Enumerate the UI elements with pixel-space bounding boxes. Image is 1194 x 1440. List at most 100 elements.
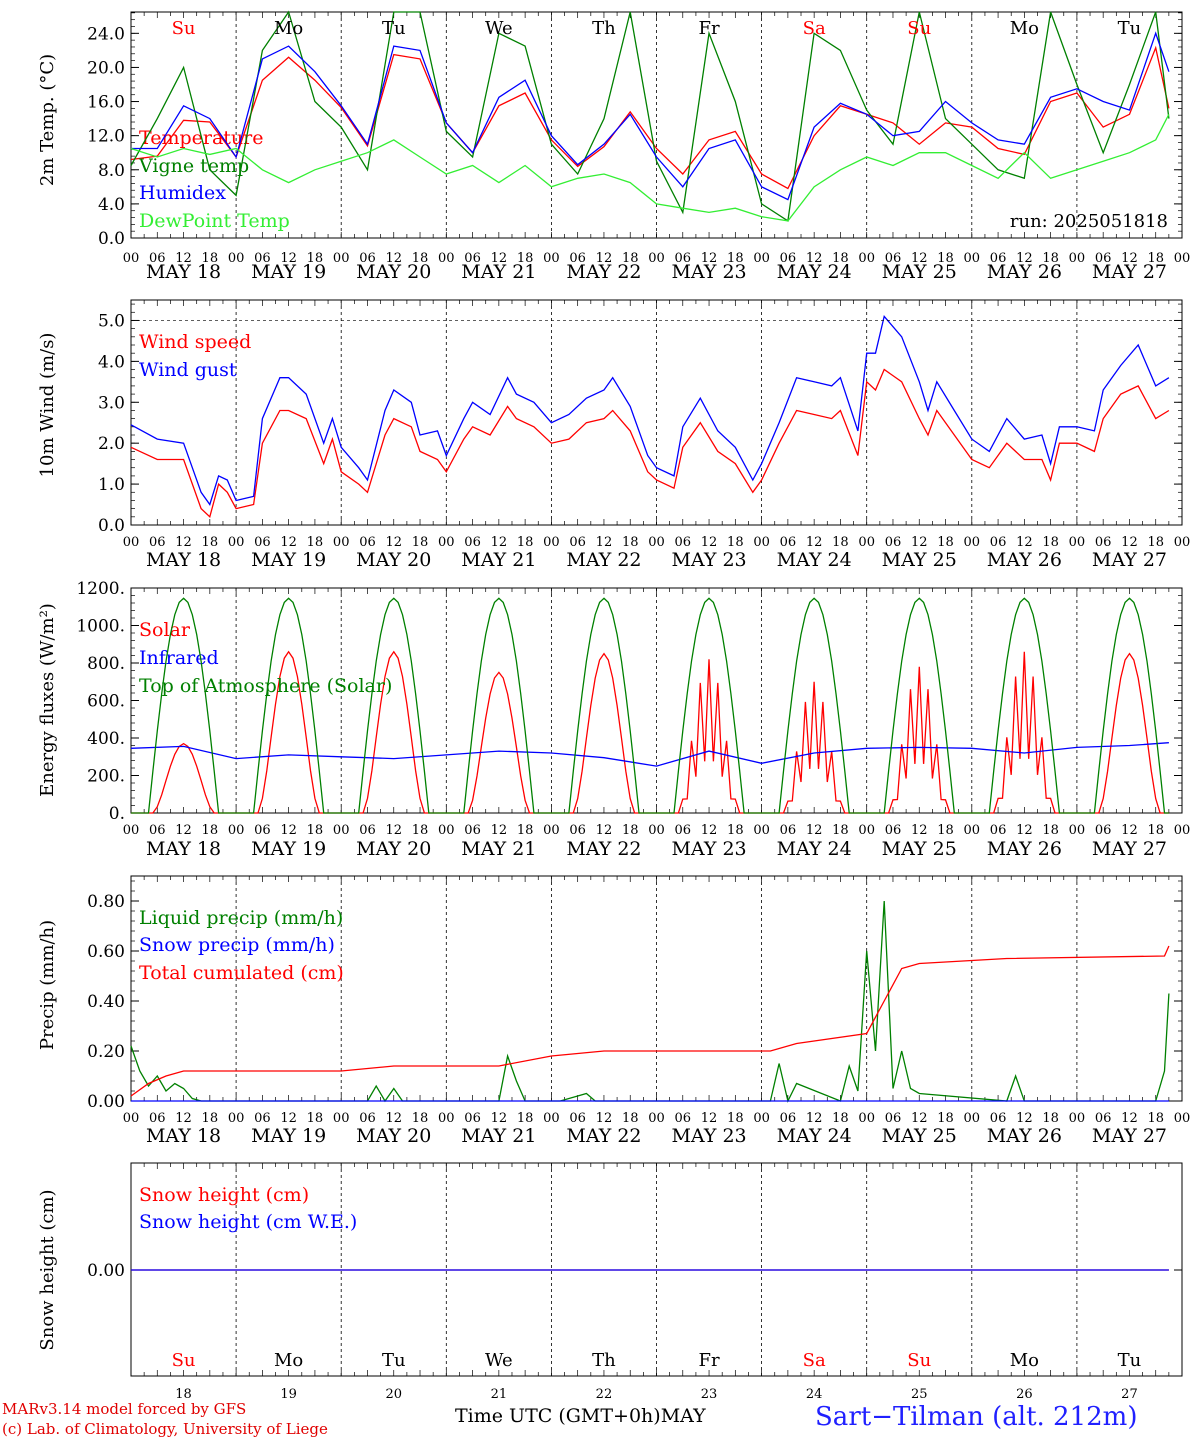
hour-tick-label: 06 <box>464 1111 481 1126</box>
x-axis-title-text: Time UTC (GMT+0h) <box>455 1405 661 1427</box>
hour-tick-label: 06 <box>990 251 1007 266</box>
hour-tick-label: 06 <box>885 251 902 266</box>
series-line-wind-speed <box>130 368 1170 519</box>
hour-tick-label: 00 <box>753 251 770 266</box>
date-label: MAY 25 <box>882 1125 957 1147</box>
date-label: MAY 20 <box>356 1125 431 1147</box>
date-label: MAY 21 <box>461 261 536 283</box>
hour-tick-label: 12 <box>491 251 508 266</box>
hour-tick-label: 06 <box>254 823 271 838</box>
y-tick-label: 0.60 <box>87 942 125 962</box>
legend-entry: Wind gust <box>139 359 237 381</box>
hour-tick-label: 06 <box>780 535 797 550</box>
date-label: MAY 25 <box>882 838 957 860</box>
panel-frame <box>130 299 1183 526</box>
legend-entry: Liquid precip (mm/h) <box>139 907 343 929</box>
hour-tick-label: 00 <box>648 251 665 266</box>
date-label: MAY 22 <box>566 1125 641 1147</box>
y-tick-label: 0.0 <box>98 229 125 249</box>
date-label: MAY 26 <box>987 261 1062 283</box>
hour-tick-label: 00 <box>543 535 560 550</box>
series-line-humidex <box>131 31 1170 201</box>
hour-tick-label: 18 <box>622 823 639 838</box>
hour-tick-label: 00 <box>648 1111 665 1126</box>
y-axis-label: Energy fluxes (W/m²) <box>37 603 58 797</box>
hour-tick-label: 18 <box>517 251 534 266</box>
weekday-label: Fr <box>699 1350 720 1371</box>
y-tick-label: 0.40 <box>87 992 125 1012</box>
hour-tick-label: 00 <box>333 251 350 266</box>
hour-tick-label: 00 <box>543 823 560 838</box>
date-label: MAY 22 <box>566 549 641 571</box>
hour-tick-label: 12 <box>701 251 718 266</box>
hour-tick-label: 00 <box>1069 1111 1086 1126</box>
legend-entry: DewPoint Temp <box>139 210 290 232</box>
weekday-label: Fr <box>699 18 720 39</box>
date-label: MAY 23 <box>671 838 746 860</box>
hour-tick-label: 00 <box>964 1111 981 1126</box>
hour-tick-label: 18 <box>202 1111 219 1126</box>
hour-tick-label: 00 <box>964 251 981 266</box>
hour-tick-label: 06 <box>149 251 166 266</box>
hour-tick-label: 18 <box>307 823 324 838</box>
date-label: MAY 26 <box>987 1125 1062 1147</box>
y-tick-label: 12.0 <box>87 127 125 147</box>
hour-tick-label: 06 <box>675 251 692 266</box>
hour-tick-label: 12 <box>385 823 402 838</box>
date-label: MAY 18 <box>146 838 221 860</box>
hour-tick-label: 12 <box>1121 1111 1138 1126</box>
date-label: MAY 19 <box>251 838 326 860</box>
hour-tick-label: 12 <box>1016 1111 1033 1126</box>
hour-tick-label: 00 <box>858 535 875 550</box>
date-label: MAY 26 <box>987 549 1062 571</box>
hour-tick-label: 00 <box>753 535 770 550</box>
hour-tick-label: 00 <box>1174 1111 1191 1126</box>
hour-tick-label: 00 <box>964 823 981 838</box>
date-label: MAY 23 <box>671 261 746 283</box>
hour-tick-label: 00 <box>333 823 350 838</box>
hour-tick-label: 06 <box>464 823 481 838</box>
y-tick-label: 1200. <box>76 579 125 599</box>
hour-tick-label: 06 <box>569 1111 586 1126</box>
weekday-label: Tu <box>382 18 406 39</box>
day-number: 27 <box>1121 1387 1138 1400</box>
hour-tick-label: 18 <box>727 535 744 550</box>
weekday-label: Su <box>172 1350 196 1371</box>
hour-tick-label: 00 <box>438 823 455 838</box>
hour-tick-label: 18 <box>727 1111 744 1126</box>
series-line-top-of-atmosphere-solar- <box>131 597 1169 814</box>
y-tick-label: 4.0 <box>98 195 125 215</box>
hour-tick-label: 12 <box>1016 823 1033 838</box>
hour-tick-label: 18 <box>622 251 639 266</box>
hour-tick-label: 00 <box>228 535 245 550</box>
hour-tick-label: 06 <box>569 823 586 838</box>
weekday-label: Th <box>592 1350 616 1371</box>
hour-tick-label: 18 <box>202 251 219 266</box>
hour-tick-label: 18 <box>517 1111 534 1126</box>
legend-entry: Snow height (cm) <box>139 1184 309 1206</box>
y-axis-label: Snow height (cm) <box>37 1189 58 1350</box>
y-tick-label: 1000. <box>76 617 125 637</box>
hour-tick-label: 18 <box>202 535 219 550</box>
date-label: MAY 25 <box>882 261 957 283</box>
hour-tick-label: 12 <box>491 1111 508 1126</box>
hour-tick-label: 18 <box>937 251 954 266</box>
date-label: MAY 20 <box>356 549 431 571</box>
hour-tick-label: 00 <box>228 251 245 266</box>
hour-tick-label: 12 <box>280 251 297 266</box>
hour-tick-label: 18 <box>307 535 324 550</box>
weekday-label: We <box>485 18 513 39</box>
hour-tick-label: 12 <box>385 1111 402 1126</box>
hour-tick-label: 12 <box>280 535 297 550</box>
hour-tick-label: 18 <box>1042 823 1059 838</box>
hour-tick-label: 12 <box>806 823 823 838</box>
hour-tick-label: 12 <box>701 823 718 838</box>
hour-tick-label: 12 <box>175 823 192 838</box>
y-tick-label: 16.0 <box>87 93 125 113</box>
hour-tick-label: 12 <box>806 535 823 550</box>
hour-tick-label: 18 <box>832 823 849 838</box>
hour-tick-label: 00 <box>1174 823 1191 838</box>
y-tick-label: 800. <box>87 654 125 674</box>
hour-tick-label: 06 <box>675 535 692 550</box>
hour-tick-label: 12 <box>1016 535 1033 550</box>
